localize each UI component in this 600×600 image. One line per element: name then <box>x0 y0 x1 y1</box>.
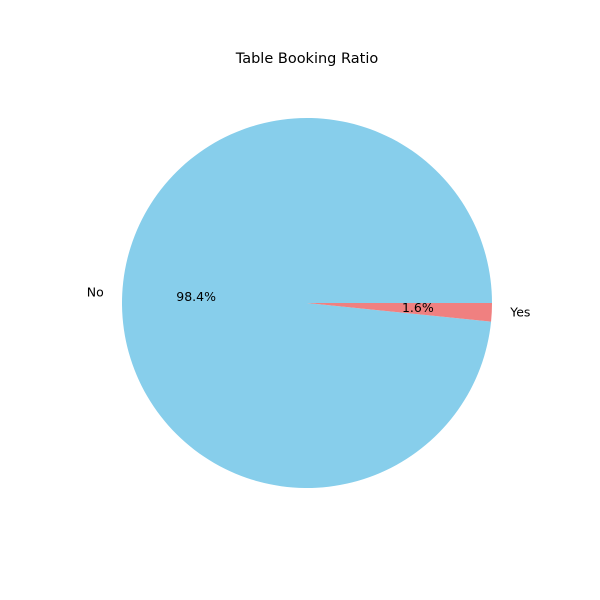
slice-label-no: No <box>87 284 104 299</box>
slice-percent-yes: 1.6% <box>402 300 434 315</box>
pie-slice-yes <box>307 303 492 322</box>
chart-title: Table Booking Ratio <box>235 51 379 67</box>
slice-label-yes: Yes <box>509 305 530 320</box>
pie-slices <box>122 118 492 489</box>
pie-labels: No 98.4% Yes 1.6% <box>87 284 531 319</box>
slice-percent-no: 98.4% <box>176 289 216 304</box>
